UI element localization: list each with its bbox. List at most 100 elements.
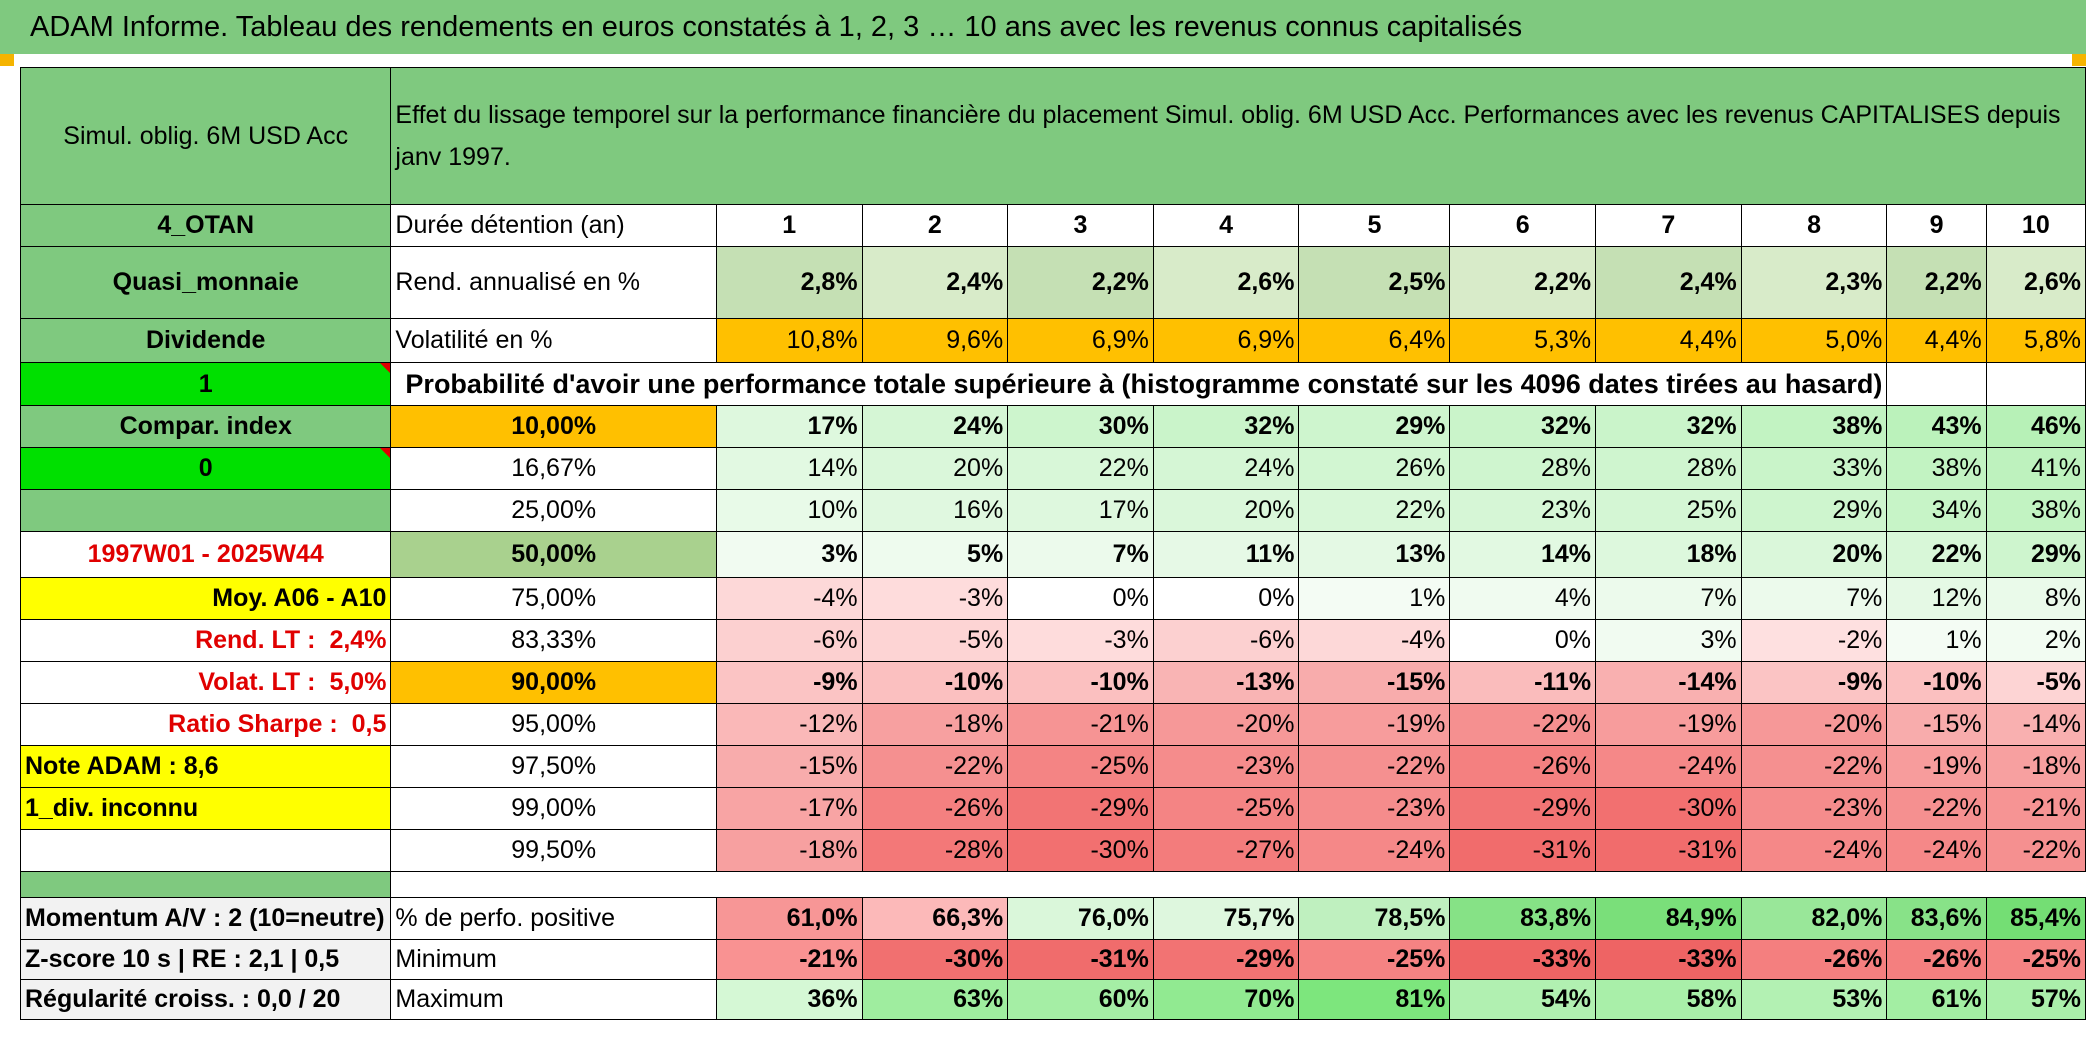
stat-value[interactable]: 63% — [861, 979, 1009, 1020]
probability-value[interactable]: -15% — [715, 745, 863, 788]
year-header-7[interactable]: 7 — [1595, 204, 1742, 247]
probability-value[interactable]: -5% — [1985, 661, 2086, 704]
probability-label-cell[interactable]: Probabilité d'avoir une performance tota… — [390, 362, 1888, 406]
probability-value[interactable]: -31% — [1595, 829, 1742, 872]
stat-value[interactable]: 61,0% — [715, 897, 863, 940]
stat-value[interactable]: 85,4% — [1985, 897, 2086, 940]
threshold-cell[interactable]: 25,00% — [390, 489, 717, 532]
flag-one-cell[interactable]: 1 — [19, 362, 392, 406]
probability-value[interactable]: 17% — [1007, 489, 1154, 532]
probability-value[interactable]: -6% — [715, 619, 863, 662]
probability-value[interactable]: -18% — [1985, 745, 2086, 788]
probability-value[interactable]: -23% — [1152, 745, 1300, 788]
probability-value[interactable]: -5% — [861, 619, 1009, 662]
probability-value[interactable]: 29% — [1298, 405, 1451, 448]
probability-value[interactable]: -19% — [1595, 703, 1742, 746]
probability-value[interactable]: 26% — [1298, 447, 1451, 490]
year-header-1[interactable]: 1 — [715, 204, 863, 247]
probability-value[interactable]: -6% — [1152, 619, 1300, 662]
probability-value[interactable]: 0% — [1449, 619, 1597, 662]
probability-value[interactable]: 33% — [1740, 447, 1888, 490]
probability-value[interactable]: 7% — [1595, 577, 1742, 620]
probability-value[interactable]: 34% — [1886, 489, 1987, 532]
probability-value[interactable]: 22% — [1886, 531, 1987, 578]
stat-value[interactable]: -26% — [1886, 939, 1987, 980]
stat-value[interactable]: 76,0% — [1007, 897, 1154, 940]
volat-value[interactable]: 9,6% — [861, 318, 1009, 363]
stat-value[interactable]: 66,3% — [861, 897, 1009, 940]
stat-value[interactable]: -25% — [1985, 939, 2086, 980]
probability-value[interactable]: 32% — [1595, 405, 1742, 448]
year-header-6[interactable]: 6 — [1449, 204, 1597, 247]
probability-value[interactable]: -19% — [1298, 703, 1451, 746]
year-header-2[interactable]: 2 — [861, 204, 1009, 247]
stat-value[interactable]: -25% — [1298, 939, 1451, 980]
probability-value[interactable]: 32% — [1449, 405, 1597, 448]
probability-value[interactable]: -30% — [1595, 787, 1742, 830]
probability-value[interactable]: 11% — [1152, 531, 1300, 578]
probability-value[interactable]: 24% — [861, 405, 1009, 448]
rend-value[interactable]: 2,4% — [1595, 246, 1742, 319]
probability-value[interactable]: -9% — [1740, 661, 1888, 704]
empty-green-cell[interactable] — [19, 489, 392, 532]
empty-cell[interactable] — [1985, 362, 2086, 406]
year-header-8[interactable]: 8 — [1740, 204, 1888, 247]
stat-value[interactable]: 83,8% — [1449, 897, 1597, 940]
probability-value[interactable]: 8% — [1985, 577, 2086, 620]
probability-value[interactable]: 7% — [1007, 531, 1154, 578]
stat-value[interactable]: 81% — [1298, 979, 1451, 1020]
probability-value[interactable]: -11% — [1449, 661, 1597, 704]
probability-value[interactable]: -10% — [1007, 661, 1154, 704]
volat-value[interactable]: 4,4% — [1595, 318, 1742, 363]
note-adam-cell[interactable]: Note ADAM : 8,6 — [19, 745, 392, 788]
probability-value[interactable]: -13% — [1152, 661, 1300, 704]
probability-value[interactable]: 23% — [1449, 489, 1597, 532]
probability-value[interactable]: -24% — [1595, 745, 1742, 788]
probability-value[interactable]: -22% — [1298, 745, 1451, 788]
probability-value[interactable]: 28% — [1595, 447, 1742, 490]
probability-value[interactable]: 13% — [1298, 531, 1451, 578]
probability-value[interactable]: -25% — [1152, 787, 1300, 830]
stat-value[interactable]: 84,9% — [1595, 897, 1742, 940]
probability-value[interactable]: -29% — [1449, 787, 1597, 830]
probability-value[interactable]: 18% — [1595, 531, 1742, 578]
probability-value[interactable]: -22% — [1886, 787, 1987, 830]
stat-value[interactable]: -31% — [1007, 939, 1154, 980]
rend-value[interactable]: 2,3% — [1740, 246, 1888, 319]
probability-value[interactable]: -26% — [1449, 745, 1597, 788]
probability-value[interactable]: -15% — [1298, 661, 1451, 704]
probability-value[interactable]: 38% — [1740, 405, 1888, 448]
stat-value[interactable]: 82,0% — [1740, 897, 1888, 940]
probability-value[interactable]: 30% — [1007, 405, 1154, 448]
probability-value[interactable]: 5% — [861, 531, 1009, 578]
stat-value[interactable]: 58% — [1595, 979, 1742, 1020]
probability-value[interactable]: 28% — [1449, 447, 1597, 490]
volat-value[interactable]: 6,4% — [1298, 318, 1451, 363]
probability-value[interactable]: -21% — [1985, 787, 2086, 830]
probability-value[interactable]: -15% — [1886, 703, 1987, 746]
threshold-cell[interactable]: 99,50% — [390, 829, 717, 872]
probability-value[interactable]: -20% — [1740, 703, 1888, 746]
threshold-cell[interactable]: 50,00% — [390, 531, 717, 578]
rend-value[interactable]: 2,4% — [861, 246, 1009, 319]
threshold-cell[interactable]: 83,33% — [390, 619, 717, 662]
category-cell[interactable]: 4_OTAN — [19, 204, 392, 247]
probability-value[interactable]: -18% — [861, 703, 1009, 746]
probability-value[interactable]: -2% — [1740, 619, 1888, 662]
probability-value[interactable]: 41% — [1985, 447, 2086, 490]
stat-value[interactable]: 83,6% — [1886, 897, 1987, 940]
probability-value[interactable]: -22% — [861, 745, 1009, 788]
probability-value[interactable]: 20% — [1740, 531, 1888, 578]
probability-value[interactable]: 1% — [1298, 577, 1451, 620]
year-header-9[interactable]: 9 — [1886, 204, 1987, 247]
volat-label-cell[interactable]: Volatilité en % — [390, 318, 717, 363]
volat-value[interactable]: 5,0% — [1740, 318, 1888, 363]
volat-value[interactable]: 6,9% — [1152, 318, 1300, 363]
volat-value[interactable]: 10,8% — [715, 318, 863, 363]
momentum-cell[interactable]: Momentum A/V : 2 (10=neutre) — [19, 897, 392, 940]
threshold-cell[interactable]: 16,67% — [390, 447, 717, 490]
probability-value[interactable]: -25% — [1007, 745, 1154, 788]
moy-cell[interactable]: Moy. A06 - A10 — [19, 577, 392, 620]
maximum-label-cell[interactable]: Maximum — [390, 979, 717, 1020]
empty-cell[interactable] — [1886, 362, 1987, 406]
